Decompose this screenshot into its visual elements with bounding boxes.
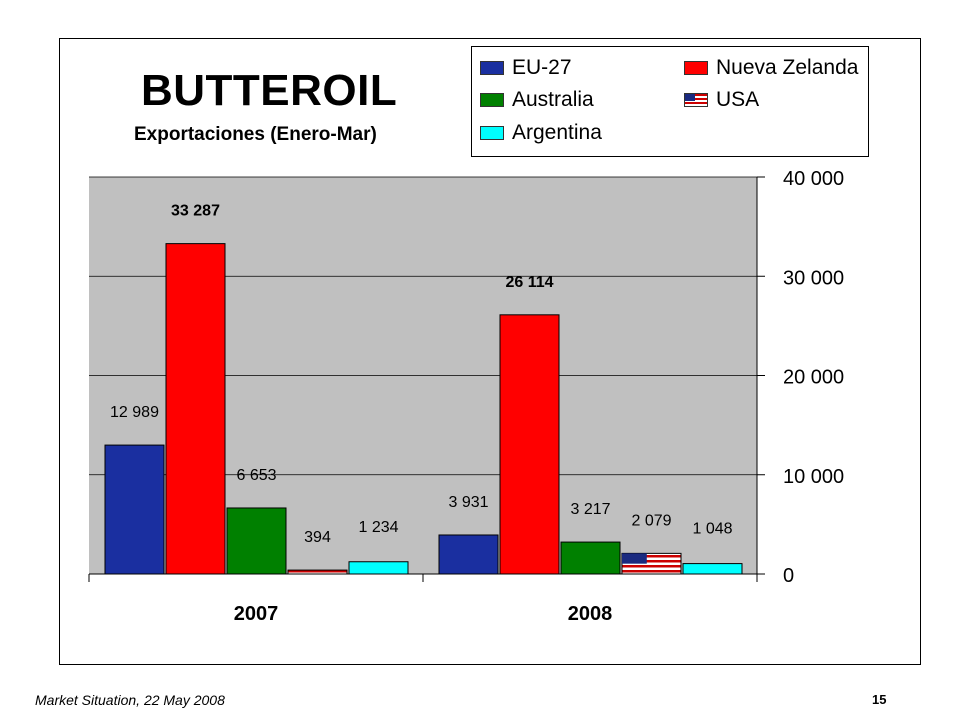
y-tick-label: 0 <box>783 565 794 587</box>
legend-item-australia: Australia <box>480 88 594 112</box>
y-tick-label: 40 000 <box>783 168 844 190</box>
legend-label: Australia <box>512 88 594 111</box>
chart-subtitle: Exportaciones (Enero-Mar) <box>134 124 377 145</box>
page-number: 15 <box>872 692 887 707</box>
us-flag-icon <box>684 93 708 107</box>
bar-argentina <box>348 561 409 575</box>
bar-nueva-zelanda <box>499 314 560 575</box>
data-label: 394 <box>304 529 331 546</box>
data-label: 1 048 <box>692 521 732 538</box>
us-canton <box>622 553 647 564</box>
eu-flag-icon <box>480 61 504 75</box>
data-label: 3 931 <box>448 494 488 511</box>
red-square-icon <box>684 61 708 75</box>
data-label: 3 217 <box>570 501 610 518</box>
bar-eu-27 <box>438 534 499 575</box>
y-tick-label: 10 000 <box>783 466 844 488</box>
legend-label: EU-27 <box>512 56 572 79</box>
legend-item-eu27: EU-27 <box>480 56 572 80</box>
bar-australia <box>560 541 621 575</box>
data-label: 33 287 <box>171 203 220 220</box>
bar-australia <box>226 507 287 575</box>
data-label: 1 234 <box>358 519 398 536</box>
bar-eu-27 <box>104 444 165 575</box>
y-tick-label: 20 000 <box>783 367 844 389</box>
data-label: 2 079 <box>631 512 671 529</box>
legend-label: Nueva Zelanda <box>716 56 859 79</box>
bar-usa <box>287 569 348 575</box>
legend-item-argentina: Argentina <box>480 121 602 145</box>
slide-frame <box>59 38 921 665</box>
legend-item-nueva-zelanda: Nueva Zelanda <box>684 56 858 80</box>
data-label: 12 989 <box>110 404 159 421</box>
green-square-icon <box>480 93 504 107</box>
legend-item-usa: USA <box>684 88 759 112</box>
data-label: 6 653 <box>236 467 276 484</box>
bar-argentina <box>682 563 743 575</box>
cyan-square-icon <box>480 126 504 140</box>
x-category-label: 2007 <box>234 603 279 625</box>
legend-label: USA <box>716 88 760 111</box>
chart-title: BUTTEROIL <box>141 66 398 115</box>
y-tick-label: 30 000 <box>783 267 844 289</box>
x-category-label: 2008 <box>568 603 613 625</box>
footer-text: Market Situation, 22 May 2008 <box>35 692 225 708</box>
bar-nueva-zelanda <box>165 243 226 575</box>
legend-label: Argentina <box>512 121 602 144</box>
data-label: 26 114 <box>505 274 553 291</box>
chart-legend: EU-27 Nueva Zelanda Australia USA Argent… <box>471 46 869 157</box>
